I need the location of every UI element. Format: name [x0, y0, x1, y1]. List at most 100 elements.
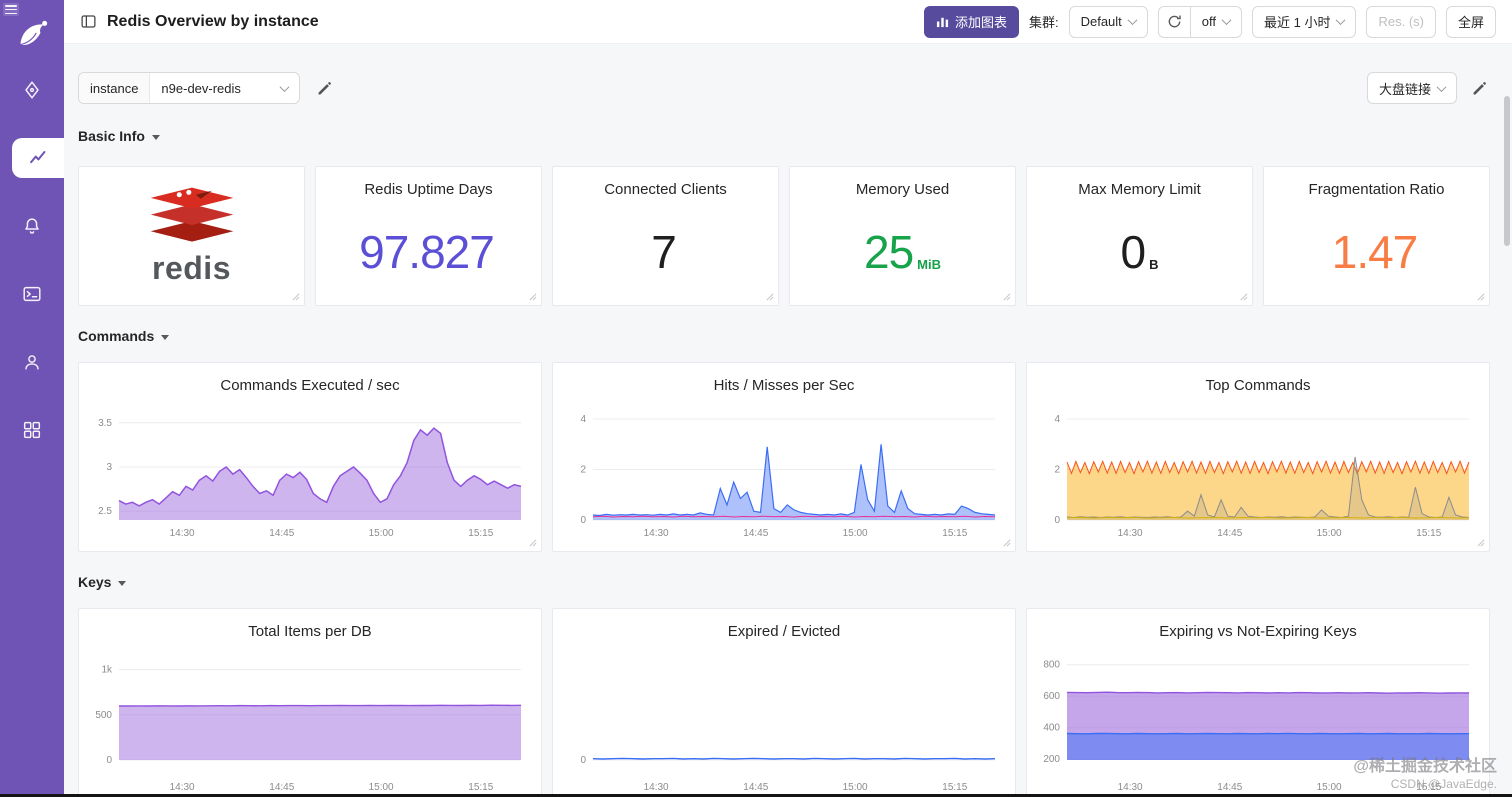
n9e-logo[interactable]: [13, 16, 51, 54]
svg-text:200: 200: [1043, 754, 1060, 765]
section-keys-label: Keys: [78, 574, 112, 590]
svg-text:4: 4: [1054, 414, 1060, 425]
card-resize-handle[interactable]: [765, 292, 774, 301]
expired-evicted-chart[interactable]: 0 14:30 14:45 15:00 15:15: [559, 650, 1007, 797]
chevron-down-icon: [1127, 15, 1138, 26]
section-keys[interactable]: Keys: [78, 574, 127, 590]
stat-value: 97.827: [359, 225, 495, 278]
dashboard-links-select[interactable]: 大盘链接: [1366, 72, 1457, 104]
svg-text:14:30: 14:30: [644, 528, 669, 539]
svg-text:14:45: 14:45: [269, 782, 294, 793]
svg-text:15:00: 15:00: [843, 528, 868, 539]
dashboard-content: instance n9e-dev-redis 大盘链接: [64, 44, 1512, 797]
collapse-sidebar-icon[interactable]: [78, 11, 99, 32]
chart-card-total-items: Total Items per DB 0 500 1k 14:30 14:45 15:00…: [78, 608, 542, 797]
scrollbar-thumb[interactable]: [1504, 96, 1510, 246]
vertical-scrollbar: [1503, 46, 1511, 791]
card-resize-handle[interactable]: [291, 292, 300, 301]
refresh-interval-select[interactable]: off: [1190, 5, 1243, 38]
edit-variables-button[interactable]: [314, 78, 335, 99]
svg-text:15:00: 15:00: [843, 782, 868, 793]
stat-title: Fragmentation Ratio: [1308, 181, 1445, 198]
chart-card-commands-executed: Commands Executed / sec 2.5 3 3.5 14:30 14:4…: [78, 362, 542, 552]
svg-text:14:45: 14:45: [1217, 782, 1242, 793]
section-basic-info-label: Basic Info: [78, 128, 145, 144]
card-resize-handle[interactable]: [1476, 538, 1485, 547]
instance-select[interactable]: n9e-dev-redis: [150, 73, 299, 103]
svg-text:3: 3: [106, 462, 112, 473]
commands-executed-chart[interactable]: 2.5 3 3.5 14:30 14:45 15:00 15:15: [85, 406, 533, 542]
stat-title: Memory Used: [855, 181, 950, 198]
chevron-down-icon: [1436, 81, 1447, 92]
chart-card-hits-misses: Hits / Misses per Sec 0 2 4 14:30 14:45 15:00…: [552, 362, 1016, 552]
svg-text:0: 0: [1054, 515, 1060, 526]
sidebar-item-user[interactable]: [0, 342, 64, 382]
user-icon: [25, 355, 39, 370]
svg-text:0: 0: [106, 755, 112, 766]
svg-text:14:30: 14:30: [170, 528, 195, 539]
card-resize-handle[interactable]: [1002, 538, 1011, 547]
svg-text:15:00: 15:00: [369, 528, 394, 539]
add-chart-button[interactable]: 添加图表: [923, 5, 1019, 38]
section-basic-info[interactable]: Basic Info: [78, 128, 160, 144]
svg-text:15:15: 15:15: [1416, 528, 1441, 539]
svg-text:600: 600: [1043, 691, 1060, 702]
sidebar: [0, 0, 64, 797]
chart-title: Commands Executed / sec: [220, 377, 400, 394]
edit-dashboard-button[interactable]: [1469, 78, 1490, 99]
redis-logo-card: redis: [78, 166, 305, 306]
stat-title: Connected Clients: [604, 181, 727, 198]
top-commands-chart[interactable]: 0 2 4 14:30 14:45 15:00 15:15: [1033, 406, 1481, 542]
topbar: Redis Overview by instance 添加图表 集群: Defa…: [64, 0, 1512, 44]
svg-text:14:45: 14:45: [269, 528, 294, 539]
sidebar-item-apps[interactable]: [0, 410, 64, 450]
card-resize-handle[interactable]: [1002, 292, 1011, 301]
card-resize-handle[interactable]: [528, 538, 537, 547]
svg-text:4: 4: [580, 414, 586, 425]
card-resize-handle[interactable]: [1239, 292, 1248, 301]
card-resize-handle[interactable]: [528, 292, 537, 301]
sidebar-item-explore[interactable]: [0, 70, 64, 110]
card-resize-handle[interactable]: [1476, 292, 1485, 301]
stat-card-uptime: Redis Uptime Days 97.827: [315, 166, 542, 306]
stat-title: Max Memory Limit: [1078, 181, 1201, 198]
redis-logo-icon: [150, 187, 233, 242]
chevron-down-icon: [1221, 15, 1232, 26]
sidebar-item-alerts[interactable]: [0, 206, 64, 246]
svg-text:14:30: 14:30: [1118, 528, 1143, 539]
window-bottom-edge: [0, 794, 1512, 797]
svg-text:800: 800: [1043, 660, 1060, 671]
fullscreen-button[interactable]: 全屏: [1445, 5, 1496, 38]
svg-text:1k: 1k: [101, 665, 113, 676]
stat-unit: B: [1149, 257, 1159, 272]
compass-icon: [25, 81, 39, 99]
svg-text:15:15: 15:15: [942, 782, 967, 793]
refresh-icon: [1168, 15, 1181, 28]
sidebar-item-terminal[interactable]: [0, 274, 64, 314]
svg-text:2.5: 2.5: [98, 506, 112, 517]
section-commands[interactable]: Commands: [78, 328, 170, 344]
chart-title: Expiring vs Not-Expiring Keys: [1159, 623, 1357, 640]
resolution-placeholder: Res. (s): [1378, 14, 1424, 29]
resolution-input[interactable]: Res. (s): [1366, 5, 1436, 38]
caret-down-icon: [118, 580, 127, 586]
svg-text:15:00: 15:00: [1317, 528, 1342, 539]
chart-card-top-commands: Top Commands 0 2 4 14:30 14:45 15:00 15:15: [1026, 362, 1490, 552]
redis-wordmark: redis: [152, 249, 231, 286]
menu-icon[interactable]: [3, 3, 19, 16]
sidebar-item-dashboards[interactable]: [12, 138, 64, 178]
stat-card-fragmentation: Fragmentation Ratio 1.47: [1263, 166, 1490, 306]
terminal-icon: [23, 286, 41, 302]
chart-title: Top Commands: [1205, 377, 1311, 394]
sidebar-nav: [0, 70, 64, 450]
cluster-select[interactable]: Default: [1068, 5, 1148, 38]
total-items-chart[interactable]: 0 500 1k 14:30 14:45 15:00 15:15: [85, 650, 533, 797]
refresh-button[interactable]: [1157, 5, 1191, 38]
instance-filter-label: instance: [79, 73, 151, 103]
dove-logo-icon: [20, 20, 48, 46]
time-range-select[interactable]: 最近 1 小时: [1252, 5, 1357, 38]
expiring-keys-chart[interactable]: 200 400 600 800 14:30 14:45 15:00 15:15: [1033, 650, 1481, 797]
svg-text:14:30: 14:30: [644, 782, 669, 793]
hits-misses-chart[interactable]: 0 2 4 14:30 14:45 15:00 15:15: [559, 406, 1007, 542]
cluster-value: Default: [1080, 14, 1122, 29]
